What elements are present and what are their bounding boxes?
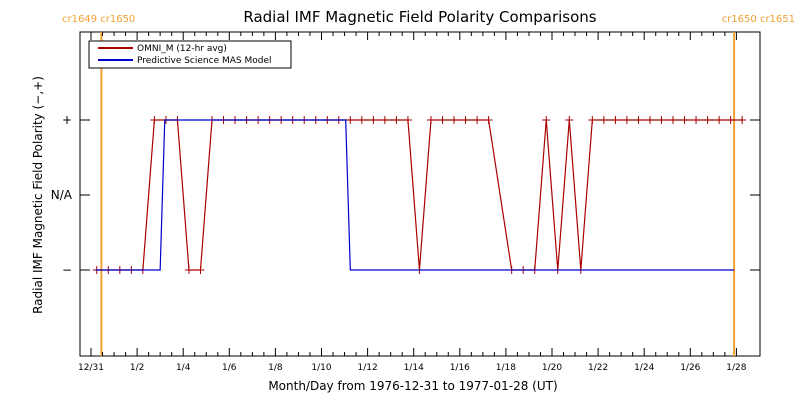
data-point-marker xyxy=(357,116,366,124)
legend-label-omni: OMNI_M (12-hr avg) xyxy=(137,44,227,54)
legend-box xyxy=(88,40,292,69)
x-axis-label: Month/Day from 1976-12-31 to 1977-01-28 … xyxy=(268,379,557,393)
data-point-marker xyxy=(622,116,631,124)
legend: OMNI_M (12-hr avg) Predictive Science MA… xyxy=(88,40,292,69)
y-axis-label: Radial IMF Magnetic Field Polarity (−,+) xyxy=(31,76,45,314)
data-point-marker xyxy=(403,116,412,124)
y-tick-label: N/A xyxy=(51,188,73,202)
data-point-marker xyxy=(484,116,493,124)
chart-title: Radial IMF Magnetic Field Polarity Compa… xyxy=(243,8,596,26)
x-tick-label: 1/8 xyxy=(268,363,283,373)
x-tick-label: 1/22 xyxy=(588,363,608,373)
x-axis-ticks: 12/31 1/2 1/4 1/6 1/8 1/10 1/12 1/14 1/16 1/18 1/2… xyxy=(78,32,747,373)
x-tick-label: 1/2 xyxy=(130,363,144,373)
data-point-marker xyxy=(196,266,205,274)
x-tick-label: 1/26 xyxy=(680,363,700,373)
series-line-1 xyxy=(95,119,735,271)
x-tick-label: 12/31 xyxy=(78,363,104,373)
x-tick-label: 1/16 xyxy=(450,363,470,373)
x-tick-label: 1/18 xyxy=(496,363,516,373)
data-point-marker xyxy=(426,116,435,124)
carrington-label: cr1650 cr1651 xyxy=(722,14,795,25)
x-tick-label: 1/12 xyxy=(357,363,377,373)
legend-label-mas: Predictive Science MAS Model xyxy=(137,56,272,66)
x-tick-label: 1/10 xyxy=(311,363,331,373)
carrington-markers: cr1649 cr1650 cr1650 cr1651 xyxy=(62,14,795,356)
data-point-marker xyxy=(588,116,597,124)
x-tick-label: 1/6 xyxy=(222,363,237,373)
data-point-marker xyxy=(392,116,401,124)
data-point-marker xyxy=(542,116,551,124)
y-axis-ticks: + N/A − xyxy=(51,113,760,277)
data-point-marker xyxy=(669,116,678,124)
data-point-marker xyxy=(692,116,701,124)
x-tick-label: 1/20 xyxy=(542,363,562,373)
data-point-marker xyxy=(369,116,378,124)
carrington-label: cr1649 cr1650 xyxy=(62,14,135,25)
data-point-marker xyxy=(461,116,470,124)
data-point-marker xyxy=(599,116,608,124)
y-tick-label: − xyxy=(62,263,72,277)
x-tick-label: 1/24 xyxy=(634,363,654,373)
data-point-marker xyxy=(738,116,747,124)
series-group xyxy=(92,116,747,274)
data-point-marker xyxy=(680,116,689,124)
data-point-marker xyxy=(645,116,654,124)
x-tick-label: 1/4 xyxy=(176,363,191,373)
data-point-marker xyxy=(565,116,574,124)
data-point-marker xyxy=(634,116,643,124)
y-tick-label: + xyxy=(62,113,72,127)
x-tick-label: 1/28 xyxy=(726,363,746,373)
plot-frame xyxy=(79,31,761,357)
data-point-marker xyxy=(150,116,159,124)
data-point-marker xyxy=(715,116,724,124)
data-point-marker xyxy=(184,266,193,274)
data-point-marker xyxy=(438,116,447,124)
data-point-marker xyxy=(657,116,666,124)
data-point-marker xyxy=(450,116,459,124)
data-point-marker xyxy=(380,116,389,124)
data-point-marker xyxy=(611,116,620,124)
data-point-marker xyxy=(473,116,482,124)
data-point-marker xyxy=(726,116,735,124)
series-line-0 xyxy=(96,119,743,271)
data-point-marker xyxy=(703,116,712,124)
x-tick-label: 1/14 xyxy=(404,363,424,373)
data-point-marker xyxy=(346,116,355,124)
